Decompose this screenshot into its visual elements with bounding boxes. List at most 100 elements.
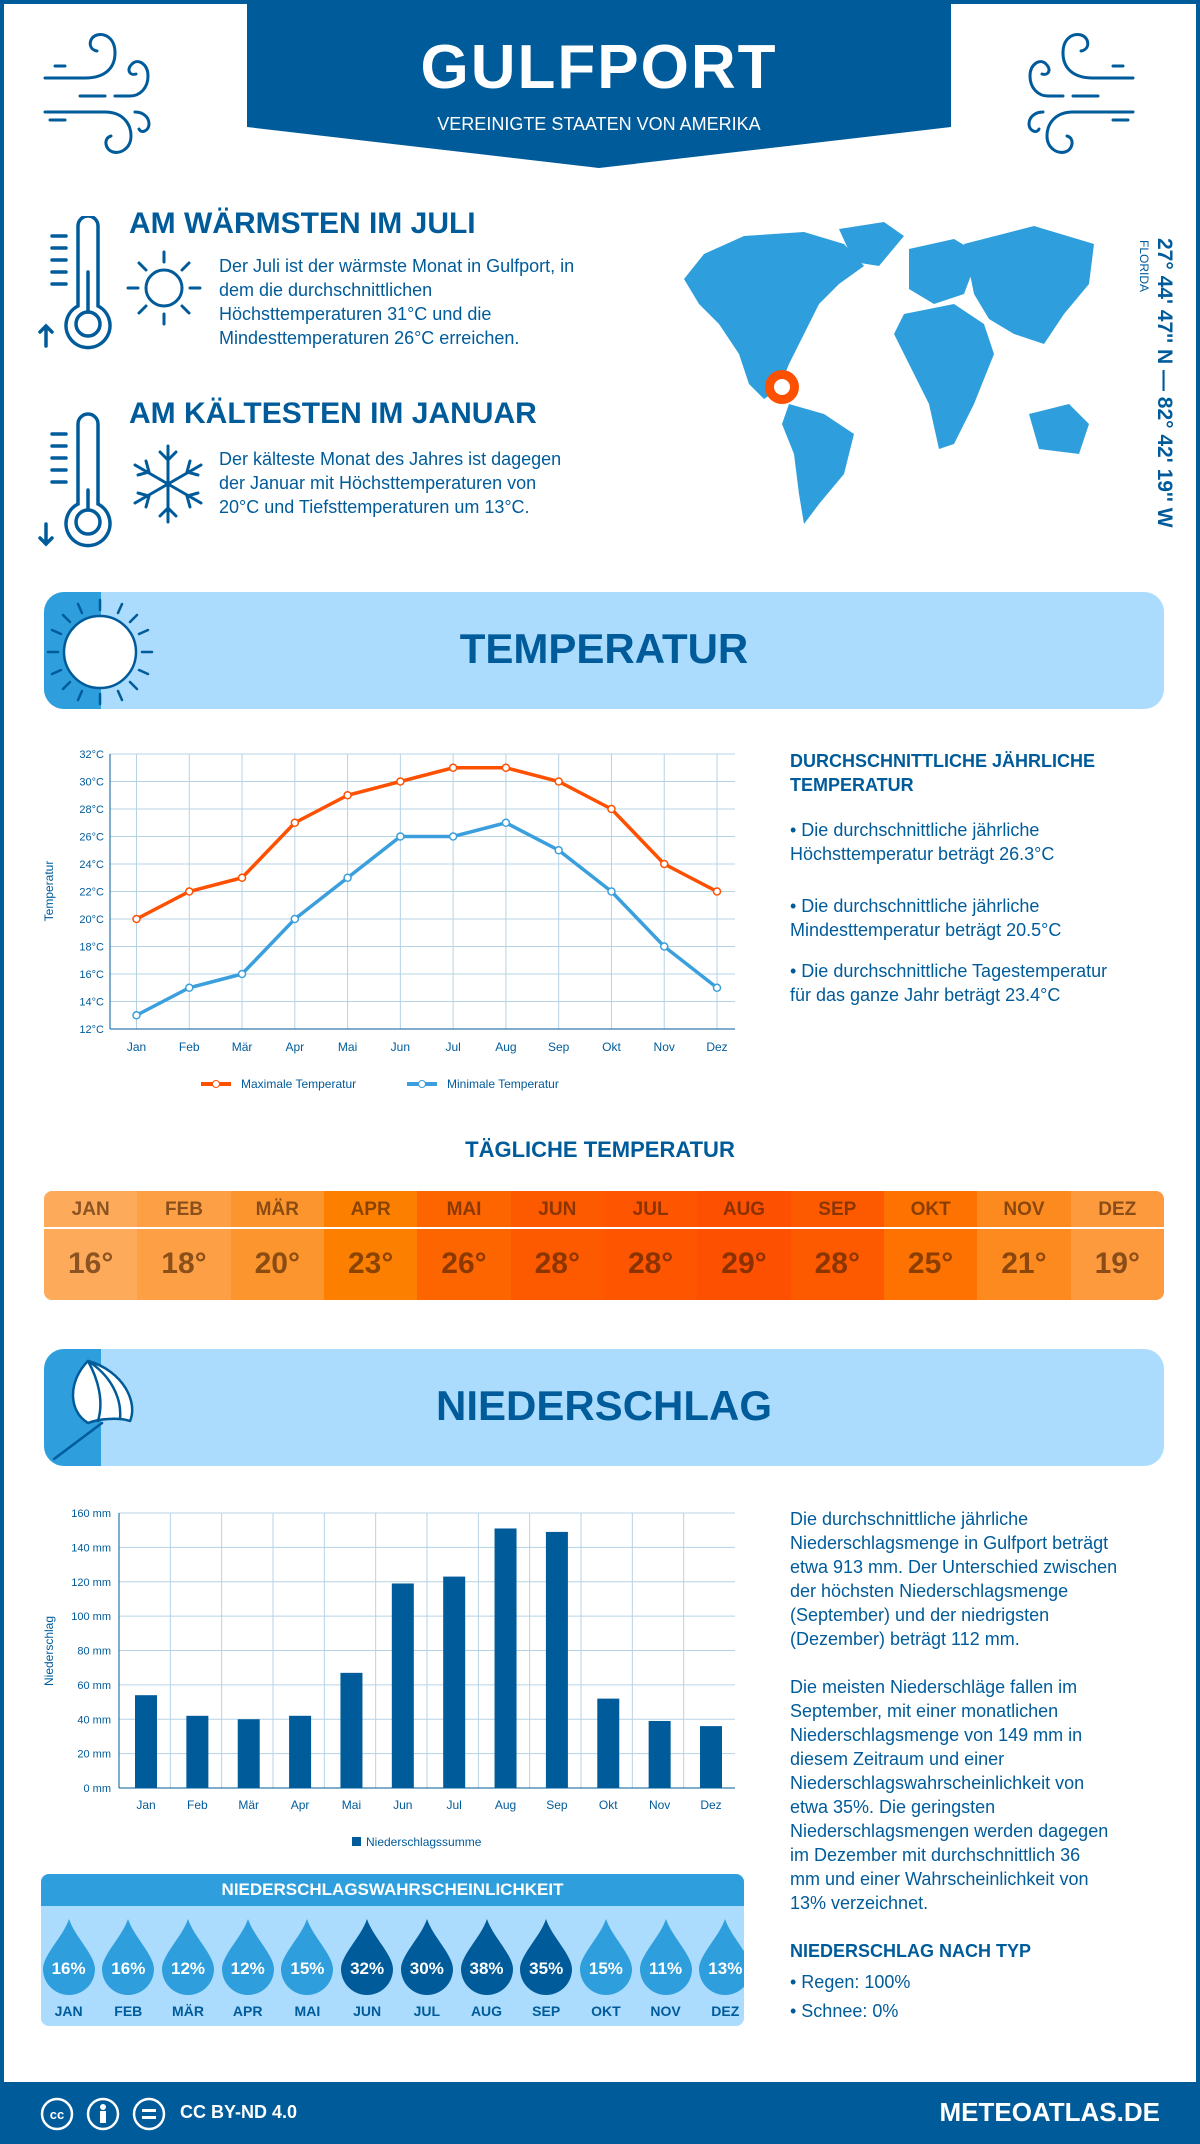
y-tick-label: 80 mm	[77, 1646, 111, 1658]
text-line: Niederschlagsmengen werden dagegen	[790, 1821, 1109, 1841]
site-link[interactable]: METEOATLAS.DE	[939, 2097, 1160, 2127]
x-tick-label: Aug	[495, 1040, 516, 1054]
umbrella-icon	[52, 1359, 134, 1461]
temp-value: 28°	[534, 1247, 580, 1280]
temp-value: 21°	[1001, 1247, 1047, 1280]
month-label: OKT	[591, 2003, 621, 2019]
x-tick-label: Okt	[602, 1040, 621, 1054]
y-tick-label: 18°C	[79, 942, 104, 954]
data-point	[659, 859, 669, 869]
y-tick-label: 22°C	[79, 887, 104, 899]
text-line: 13% verzeichnet.	[790, 1893, 929, 1913]
data-point	[185, 887, 194, 896]
bar	[545, 1531, 568, 1788]
month-label: AUG	[470, 2003, 503, 2019]
no-derivatives-icon	[132, 2097, 166, 2131]
month-label: SEP	[532, 2003, 561, 2019]
probability-value: 12%	[170, 1959, 206, 1978]
world-map	[684, 222, 1094, 524]
header-banner	[247, 0, 951, 168]
map-north-america	[684, 232, 864, 399]
data-point	[290, 818, 300, 827]
legend-swatch	[352, 1837, 361, 1846]
data-point	[132, 1011, 141, 1020]
month-label: JUN	[353, 2003, 382, 2019]
series-line-min	[135, 820, 719, 1017]
legend-label: Niederschlagssumme	[366, 1835, 482, 1849]
text-line: (September) und der niedrigsten	[790, 1605, 1050, 1625]
probability-drop: 35% SEP	[516, 1919, 576, 2019]
daily-temp-apr: APR 23°	[323, 1191, 418, 1300]
x-tick-label: Okt	[599, 1798, 618, 1812]
daily-temp-mai: MAI 26°	[417, 1191, 511, 1300]
probability-value: 16%	[51, 1959, 86, 1978]
probability-drop: 16% FEB	[98, 1919, 158, 2019]
data-point	[712, 887, 722, 896]
x-tick-label: Dez	[700, 1798, 721, 1812]
legend-marker	[212, 1080, 220, 1088]
text-line: • Die durchschnittliche jährliche	[790, 896, 1040, 916]
x-tick-label: Sep	[548, 1040, 570, 1054]
svg-text:cc: cc	[50, 2107, 64, 2122]
attribution-icon	[86, 2097, 120, 2131]
region-label: FLORIDA	[1137, 240, 1151, 293]
bar	[597, 1698, 620, 1788]
text-line: • Die durchschnittliche jährliche	[790, 820, 1040, 840]
probability-drop: 11% NOV	[636, 1919, 696, 2019]
daily-temp-jul: JUL 28°	[603, 1191, 698, 1300]
text-line: Niederschlagsmenge in Gulfport beträgt	[790, 1533, 1109, 1553]
bar	[237, 1719, 260, 1788]
y-tick-label: 160 mm	[71, 1508, 111, 1520]
sun-icon	[126, 250, 202, 326]
coordinates: 27° 44' 47'' N — 82° 42' 19'' W	[1153, 238, 1176, 528]
daily-temp-nov: NOV 21°	[977, 1191, 1071, 1300]
country-subtitle: VEREINIGTE STAATEN VON AMERIKA	[437, 114, 761, 134]
y-tick-label: 120 mm	[71, 1577, 111, 1589]
month-label: NOV	[977, 1191, 1071, 1229]
temp-value: 19°	[1094, 1247, 1140, 1280]
text-line: 20°C und Tiefsttemperaturen um 13°C.	[219, 497, 530, 517]
text-line: im Dezember mit durchschnittlich 36	[790, 1845, 1081, 1865]
data-point	[448, 763, 458, 772]
probability-drop: 32% JUN	[337, 1919, 397, 2019]
data-point	[712, 983, 722, 992]
bar	[135, 1695, 157, 1788]
license-text[interactable]: CC BY-ND 4.0	[180, 2102, 298, 2122]
x-tick-label: Jan	[136, 1798, 155, 1812]
text-line: • Die durchschnittliche Tagestemperatur	[790, 961, 1108, 981]
series-line-max	[135, 766, 718, 921]
text-line: Die durchschnittliche jährliche	[790, 1509, 1029, 1529]
raindrop-icon	[699, 1919, 744, 1995]
precipitation-text: Die durchschnittliche jährliche Niedersch…	[790, 1507, 1117, 1915]
x-tick-label: Sep	[546, 1798, 568, 1812]
data-point	[237, 969, 247, 979]
x-tick-label: Feb	[179, 1040, 200, 1054]
month-label: MAI	[417, 1191, 511, 1229]
raindrop-icon	[400, 1919, 453, 1995]
text-line: mm und einer Wahrscheinlichkeit von	[790, 1869, 1089, 1889]
daily-temp-jun: JUN 28°	[510, 1191, 604, 1300]
probability-value: 35%	[529, 1959, 564, 1978]
y-axis-title: Niederschlag	[42, 1616, 56, 1686]
y-tick-label: 26°C	[79, 832, 104, 844]
raindrop-icon	[460, 1919, 513, 1995]
data-point	[343, 873, 352, 882]
y-tick-label: 20 mm	[77, 1749, 111, 1761]
raindrop-icon	[579, 1919, 632, 1995]
map-australia	[1029, 404, 1089, 454]
x-tick-label: Jul	[445, 1040, 460, 1054]
y-tick-label: 20°C	[79, 914, 104, 926]
sun-icon	[46, 598, 154, 706]
x-tick-label: Jun	[393, 1798, 412, 1812]
text-line: Mindesttemperatur beträgt 20.5°C	[790, 920, 1062, 940]
x-tick-label: Mär	[238, 1798, 259, 1812]
data-point	[132, 914, 141, 924]
daily-temp-mär: MÄR 20°	[230, 1191, 324, 1300]
month-label: SEP	[790, 1191, 884, 1229]
precip-probability-panel: NIEDERSCHLAGSWAHRSCHEINLICHKEIT 16% JAN 16…	[41, 1874, 744, 2026]
month-label: DEZ	[1070, 1191, 1164, 1229]
y-tick-label: 30°C	[79, 777, 104, 789]
y-tick-label: 140 mm	[71, 1542, 111, 1554]
thermometer-warm-icon	[38, 216, 112, 350]
daily-temp-strip: JAN 16° FEB 18° MÄR 20° APR 23° MAI 26° JUN 28° JUL 2…	[44, 1191, 1164, 1300]
